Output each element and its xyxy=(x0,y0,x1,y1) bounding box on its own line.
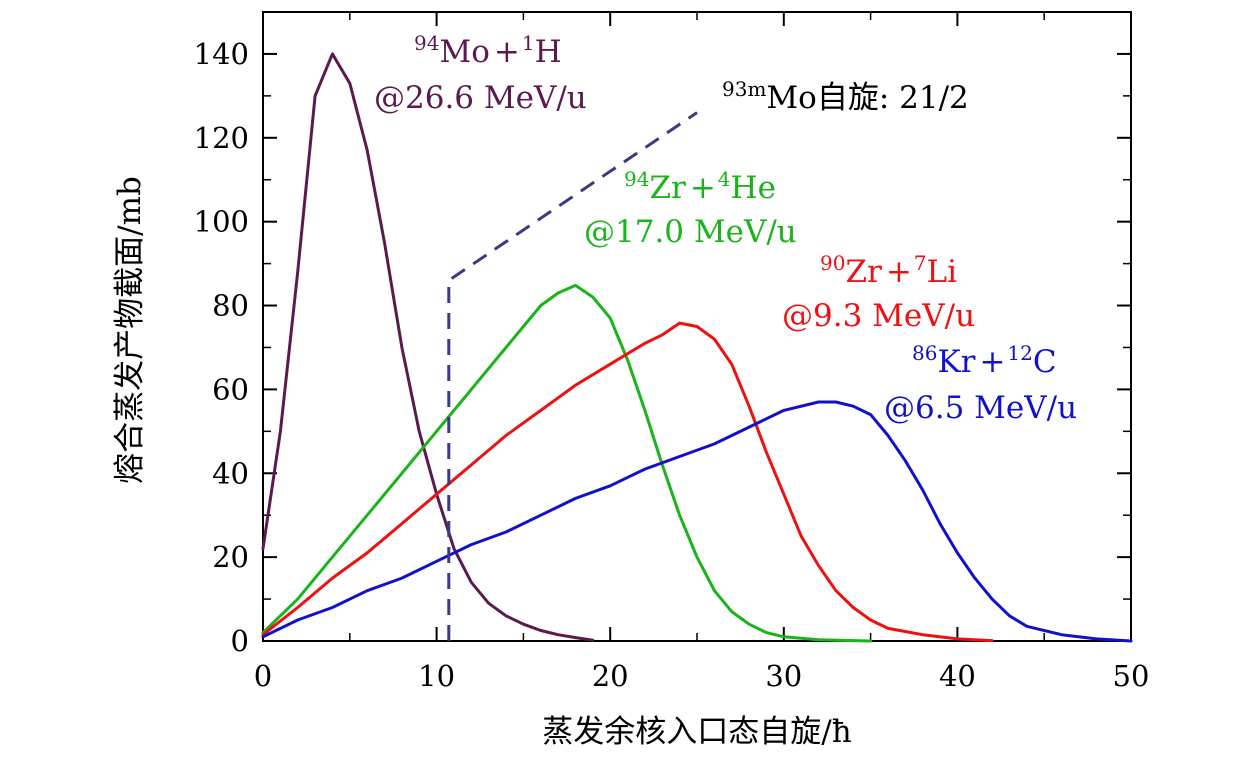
annotation-kr-c-reaction: 86Kr +12C xyxy=(912,341,1057,380)
annotation-zr-he: 94Zr +4He @17.0 MeV/u xyxy=(584,167,797,250)
series-line-3 xyxy=(261,400,1133,643)
x-tick-label: 50 xyxy=(1113,659,1150,693)
x-tick-label: 20 xyxy=(592,659,629,693)
y-tick-label: 40 xyxy=(212,456,249,490)
y-tick-label: 140 xyxy=(194,37,249,71)
annotation-mo-h-reaction: 94Mo +1H xyxy=(414,31,562,70)
x-tick-label: 10 xyxy=(418,659,455,693)
series-line-0 xyxy=(261,52,595,642)
annotation-zr-li: 90Zr +7Li @9.3 MeV/u xyxy=(782,251,975,334)
y-tick-label: 20 xyxy=(212,540,249,574)
series-layer xyxy=(261,52,1133,643)
y-axis-label: 熔合蒸发产物截面/mb xyxy=(112,176,148,484)
annotation-zr-li-energy: @9.3 MeV/u xyxy=(782,298,975,334)
annotation-mo-spin-label: 93mMo自旋: 21/2 xyxy=(722,77,969,116)
annotation-zr-he-energy: @17.0 MeV/u xyxy=(584,214,797,250)
x-axis-label: 蒸发余核入口态自旋/ħ xyxy=(542,714,851,750)
annotation-zr-li-reaction: 90Zr +7Li xyxy=(820,251,957,290)
y-tick-label: 80 xyxy=(212,289,249,323)
x-tick-label: 40 xyxy=(939,659,976,693)
y-tick-label: 60 xyxy=(212,372,249,406)
annotation-mo-h-energy: @26.6 MeV/u xyxy=(374,80,587,116)
annotation-mo-h: 94Mo +1H @26.6 MeV/u xyxy=(374,31,587,116)
annotation-kr-c: 86Kr +12C @6.5 MeV/u xyxy=(884,341,1077,426)
annotation-kr-c-energy: @6.5 MeV/u xyxy=(884,390,1077,426)
annotation-mo-spin: 93mMo自旋: 21/2 xyxy=(722,77,969,116)
tick-labels: 0 10 20 30 40 50 0 20 40 60 80 100 120 140 xyxy=(194,37,1150,693)
y-tick-label: 100 xyxy=(194,205,249,239)
x-tick-label: 30 xyxy=(765,659,802,693)
annotation-zr-he-reaction: 94Zr +4He xyxy=(624,167,776,206)
series-line-1 xyxy=(261,283,873,643)
x-tick-label: 0 xyxy=(254,659,272,693)
y-tick-label: 0 xyxy=(231,624,249,658)
series-line-2 xyxy=(261,321,994,643)
spin-threshold-dashed-line xyxy=(447,111,698,641)
y-tick-label: 120 xyxy=(194,121,249,155)
